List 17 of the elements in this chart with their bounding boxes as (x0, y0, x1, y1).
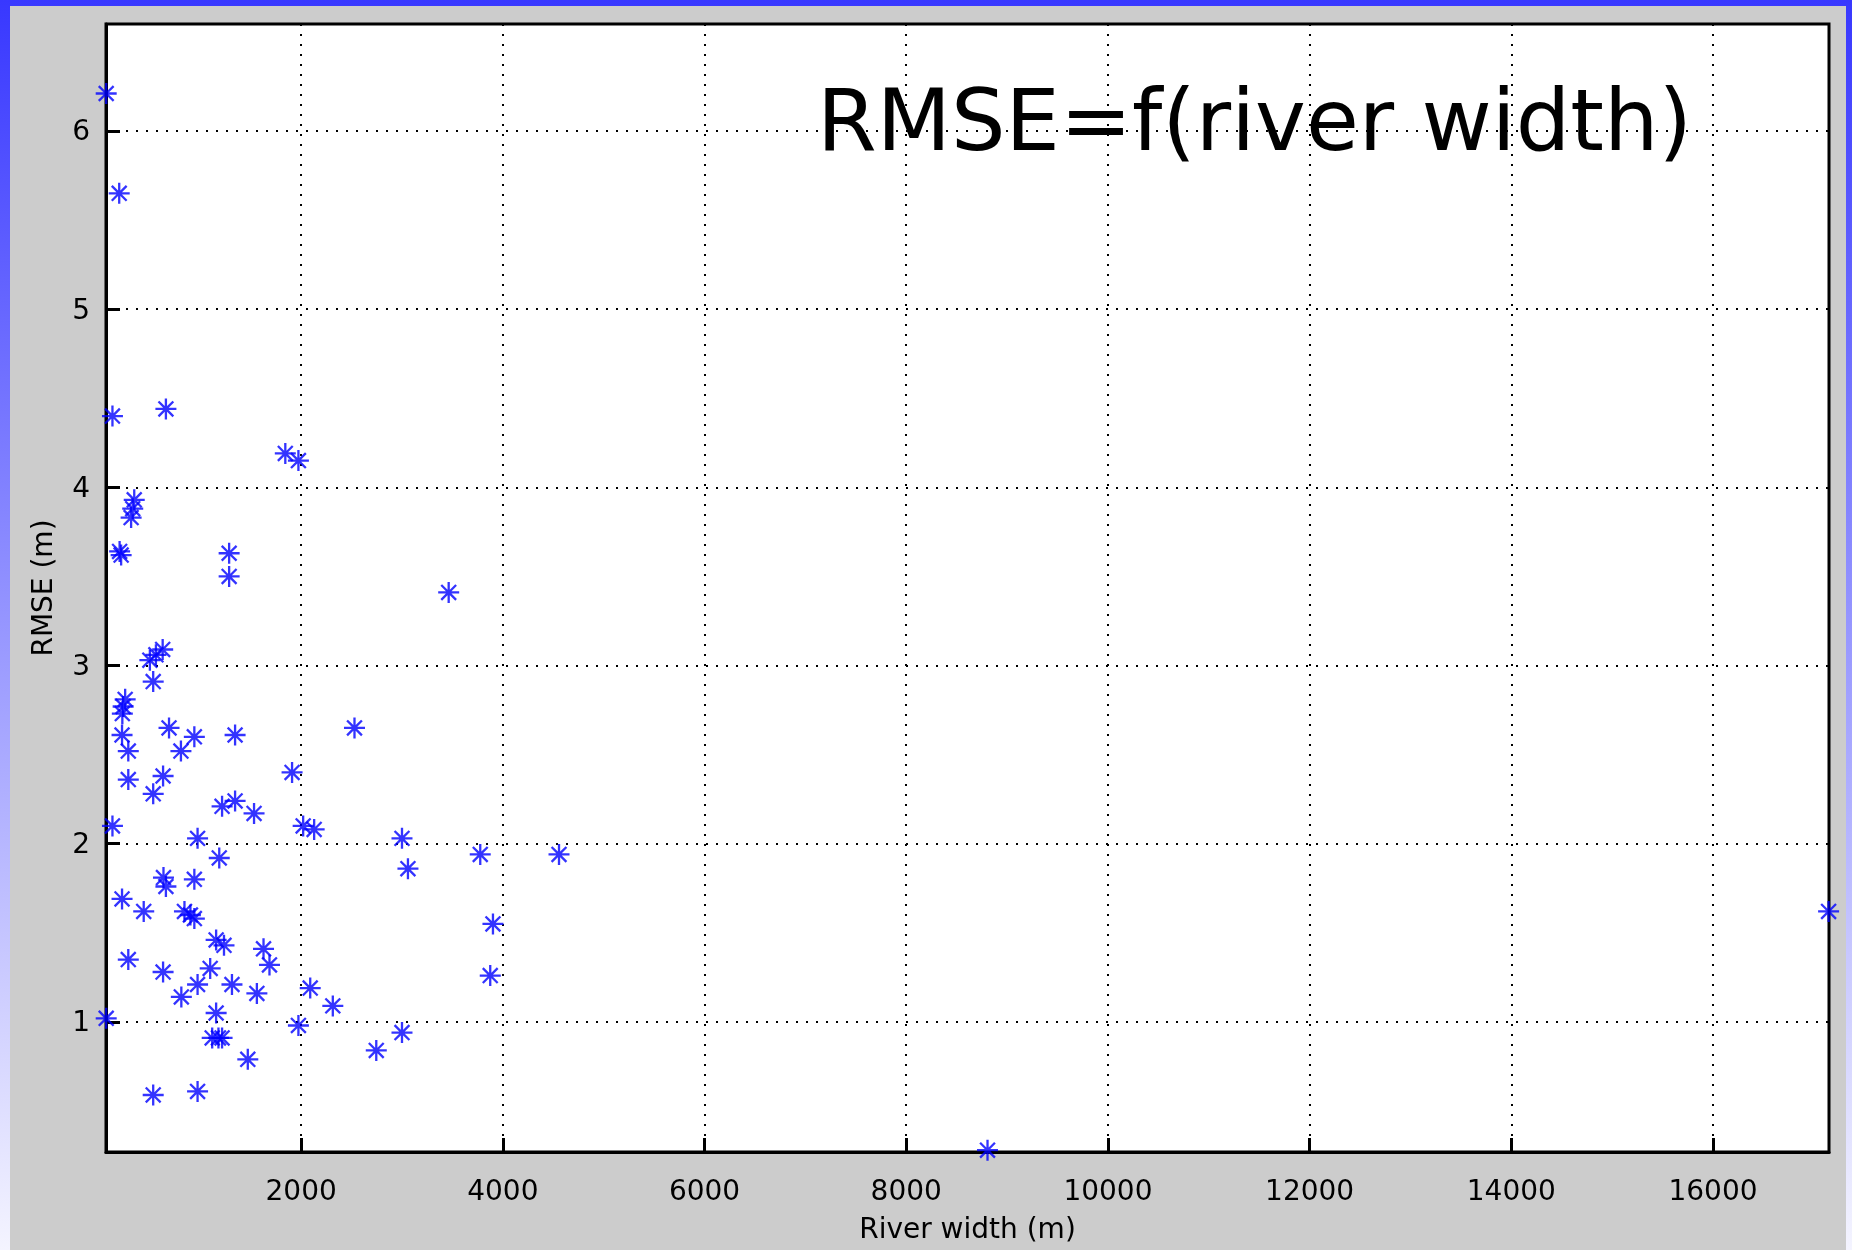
x-tick-label: 4000 (467, 1173, 539, 1207)
x-tick-label: 10000 (1063, 1173, 1153, 1207)
x-tick-label: 16000 (1668, 1173, 1758, 1207)
y-tick-label: 1 (72, 1005, 90, 1039)
x-tick-label: 14000 (1466, 1173, 1556, 1207)
y-tick-label: 2 (72, 827, 90, 861)
x-tick-label: 6000 (668, 1173, 741, 1207)
x-tick-label: 2000 (265, 1173, 337, 1207)
y-tick-label: 5 (72, 292, 90, 326)
text: RMSE=f(river width) (817, 70, 1693, 170)
y-tick-label: 3 (72, 649, 90, 683)
x-axis-title: River width (m) (859, 1211, 1076, 1245)
y-tick-label: 6 (72, 114, 90, 148)
y-tick-label: 4 (72, 470, 90, 504)
y-axis-title: RMSE (m) (25, 519, 59, 657)
x-tick-label: 8000 (870, 1173, 942, 1207)
x-tick-label: 12000 (1265, 1173, 1355, 1207)
